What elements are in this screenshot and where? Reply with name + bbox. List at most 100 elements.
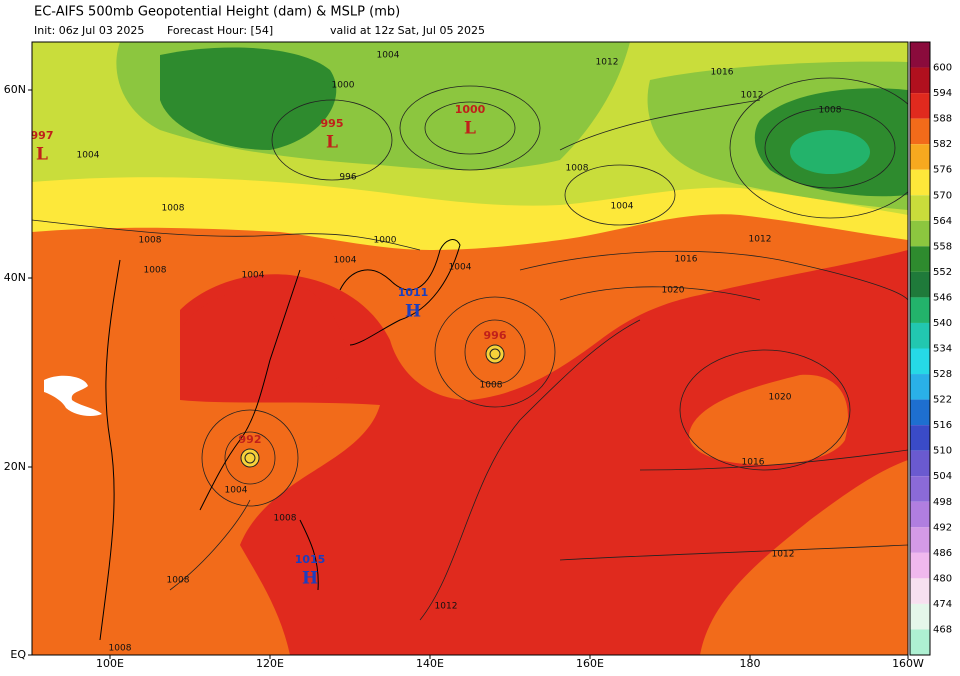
- isobar-label: 1008: [144, 266, 167, 276]
- isobar-label: 1008: [566, 164, 589, 174]
- isobar-label: 1004: [77, 151, 100, 161]
- valid-time: valid at 12z Sat, Jul 05 2025: [330, 24, 485, 37]
- colorbar-label: 570: [933, 190, 952, 201]
- isobar: [679, 349, 851, 471]
- storm-symbol: [244, 452, 256, 464]
- isobar: [32, 219, 421, 251]
- pressure-value: 1011: [398, 286, 429, 299]
- isobar: [639, 449, 908, 471]
- colorbar-label: 528: [933, 369, 952, 380]
- colorbar-swatch: [910, 322, 930, 349]
- isobar: [169, 499, 251, 591]
- colorbar-frame: [909, 41, 931, 656]
- colorbar-swatch: [910, 629, 930, 655]
- colorbar-label: 504: [933, 471, 952, 482]
- colorbar-label: 576: [933, 165, 952, 176]
- isobar: [271, 99, 393, 181]
- colorbar-label: 552: [933, 267, 952, 278]
- init-time: Init: 06z Jul 03 2025: [34, 24, 144, 37]
- colorbar-swatch: [910, 297, 930, 323]
- colorbar-label: 468: [933, 624, 952, 635]
- colorbar-swatch: [910, 93, 930, 119]
- colorbar-label: 522: [933, 395, 952, 406]
- colorbar-label: 474: [933, 599, 952, 610]
- colorbar-label: 534: [933, 344, 952, 355]
- isobar: [559, 544, 908, 561]
- storm-symbol: [489, 348, 501, 360]
- colorbar-label: 600: [933, 63, 952, 74]
- pressure-value: 1000: [455, 103, 486, 116]
- isobar-label: 1004: [242, 271, 265, 281]
- pressure-value: 995: [321, 117, 344, 130]
- colorbar-swatch: [910, 348, 930, 375]
- isobar: [434, 296, 556, 408]
- lon-label: 120E: [256, 657, 284, 670]
- isobar-label: 1008: [109, 644, 132, 654]
- lat-label: EQ: [10, 648, 26, 661]
- height-fill: [790, 130, 870, 174]
- isobar: [224, 431, 276, 485]
- coastline: [99, 239, 461, 641]
- isobar-label: 1004: [449, 263, 472, 273]
- pressure-value: 997: [31, 129, 54, 142]
- colorbar-swatch: [910, 399, 930, 426]
- isobar: [399, 85, 541, 171]
- colorbar-label: 492: [933, 522, 952, 533]
- lon-label: 140E: [416, 657, 444, 670]
- isobar-label: 1008: [167, 576, 190, 586]
- colorbar-label: 498: [933, 497, 952, 508]
- isobar-label: 1012: [596, 58, 619, 68]
- isobar-label: 1004: [225, 486, 248, 496]
- isobar-label: 1000: [374, 236, 397, 246]
- pressure-center: L: [36, 145, 48, 165]
- colorbar-label: 546: [933, 292, 952, 303]
- lon-label: 100E: [96, 657, 124, 670]
- isobar: [464, 319, 526, 385]
- terrain-mask: [44, 375, 102, 416]
- colorbar-swatch: [910, 169, 930, 196]
- colorbar-label: 516: [933, 420, 952, 431]
- isobar-label: 1008: [480, 381, 503, 391]
- isobar-label: 1012: [741, 91, 764, 101]
- isobar: [564, 164, 676, 226]
- map-frame: [31, 41, 909, 656]
- colorbar-swatch: [910, 118, 930, 145]
- colorbar-swatch: [910, 374, 930, 400]
- lon-label: 180: [740, 657, 761, 670]
- colorbar-label: 582: [933, 139, 952, 150]
- colorbar-swatch: [910, 501, 930, 528]
- isobar-label: 1016: [742, 458, 765, 468]
- isobar-label: 1016: [711, 68, 734, 78]
- height-fill: [180, 284, 350, 397]
- isobar: [559, 99, 761, 151]
- isobar: [729, 77, 908, 219]
- pressure-value: 1015: [295, 553, 326, 566]
- lon-label: 160E: [576, 657, 604, 670]
- isobar: [419, 319, 641, 621]
- colorbar-swatch: [910, 67, 930, 94]
- pressure-center: L: [326, 133, 338, 153]
- lat-label: 20N: [4, 460, 26, 473]
- isobar-label: 1016: [675, 255, 698, 265]
- colorbar-swatch: [910, 603, 930, 630]
- lon-label: 160W: [892, 657, 924, 670]
- isobar-label: 1008: [819, 106, 842, 116]
- isobar-label: 996: [339, 173, 356, 183]
- pressure-value: 996: [484, 329, 507, 342]
- storm-symbol: [240, 448, 260, 468]
- isobar: [519, 250, 908, 301]
- map-area: 1004 1000 1012 1016 1012 1008 1004 1008 1012 1016…: [31, 42, 908, 655]
- colorbar-label: 480: [933, 573, 952, 584]
- colorbar-swatch: [910, 195, 930, 221]
- height-fill: [689, 374, 848, 465]
- pressure-center: H: [302, 569, 318, 589]
- isobar-label: 1008: [139, 236, 162, 246]
- colorbar-swatch: [910, 476, 930, 502]
- colorbar-swatch: [910, 220, 930, 247]
- isobar-label: 1004: [377, 51, 400, 61]
- isobar-label: 1012: [435, 602, 458, 612]
- colorbar-label: 588: [933, 114, 952, 125]
- colorbar-label: 564: [933, 216, 952, 227]
